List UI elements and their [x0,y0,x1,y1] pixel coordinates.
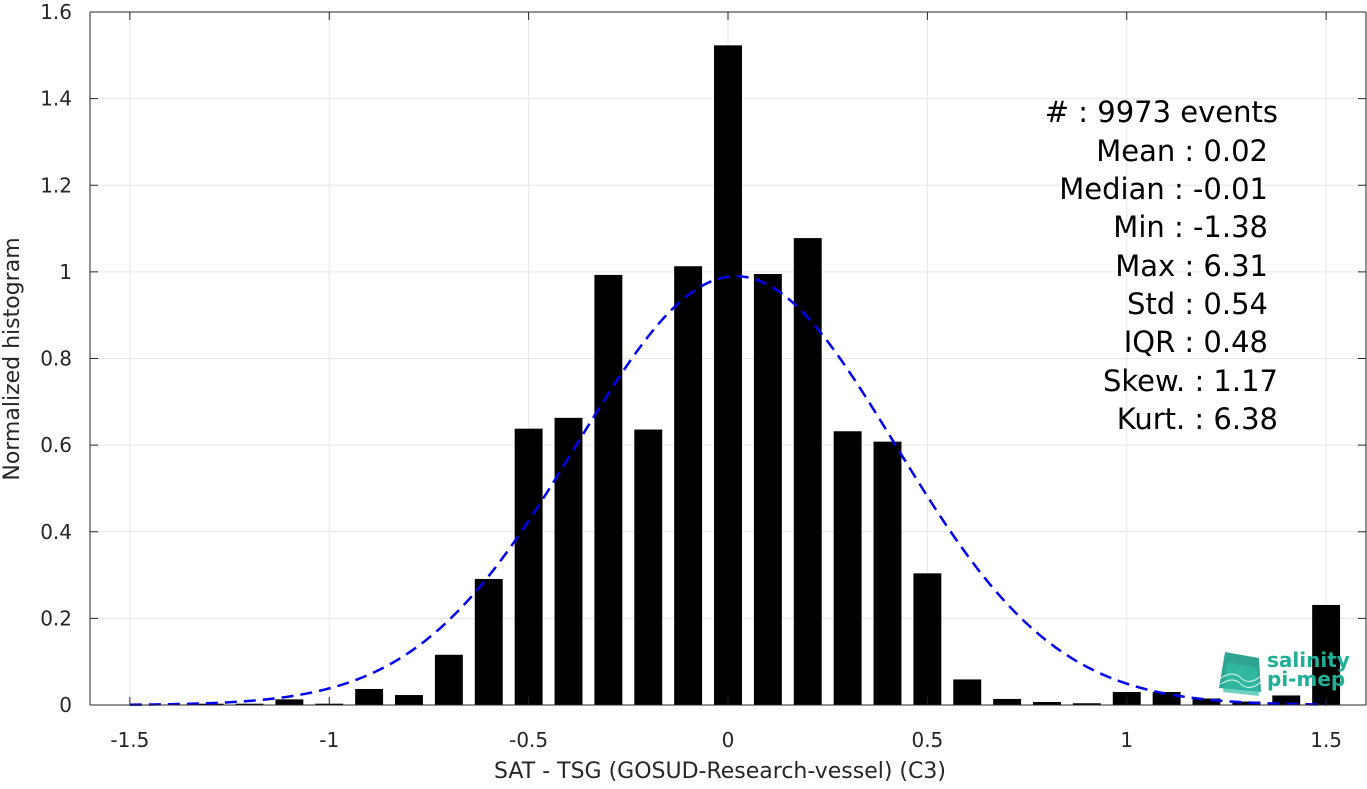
x-tick-label: 0.5 [911,728,943,752]
y-tick-label: 0 [59,693,72,717]
x-tick-label: 0 [722,728,735,752]
stats-line: Skew. : 1.17 [1103,364,1278,398]
logo-text-salinity: salinity [1267,648,1350,672]
x-tick-label: 1 [1120,728,1133,752]
histogram-bar [474,578,503,705]
stats-line: Min : -1.38 [1113,210,1268,244]
histogram-bar [275,699,304,705]
y-tick-label: 1.2 [40,173,72,197]
histogram-bar [753,274,782,705]
histogram-bar [833,431,862,705]
y-tick-label: 0.2 [40,606,72,630]
x-tick-label: -1 [319,728,339,752]
gaussian-fit-curve [129,274,1327,706]
y-axis-title: Normalized histogram [0,237,25,480]
stats-box: # : 9973 events Mean : 0.02 Median : -0.01… [1045,95,1278,436]
stats-line: Kurt. : 6.38 [1117,402,1278,436]
histogram-bar [395,695,423,705]
logo-icon [1219,652,1262,696]
axes [89,11,1367,706]
x-axis-title: SAT - TSG (GOSUD-Research-vessel) (C3) [494,759,946,784]
histogram-bar [634,429,663,705]
x-tick-label: 1.5 [1310,728,1342,752]
histogram-bar [793,238,822,705]
histogram-bar [1152,692,1181,705]
histogram-bar [355,688,384,705]
stats-line: Std : 0.54 [1127,287,1268,321]
histogram-bar [993,698,1022,705]
histogram-bar [913,573,942,705]
y-tick-label: 0.6 [40,433,72,457]
stats-line: Mean : 0.02 [1096,134,1268,168]
logo-text-pi-mep: pi-mep [1267,667,1345,691]
histogram-bars [195,45,1341,705]
fit-curve-layer [129,274,1327,706]
histogram-bar [1312,604,1341,705]
histogram-bar [1192,698,1221,705]
histogram-bar [514,428,543,705]
histogram-bar [434,654,463,705]
histogram-bar [1232,701,1261,705]
stats-line: Max : 6.31 [1115,249,1268,283]
histogram-bar [1072,703,1101,705]
histogram-bar [674,266,703,705]
x-tick-label: -1.5 [110,728,149,752]
stats-line: Median : -0.01 [1059,172,1268,206]
histogram-bar [714,45,742,705]
histogram-bar [554,417,583,705]
y-tick-label: 0.4 [40,520,72,544]
y-tick-label: 1.4 [40,87,72,111]
histogram-bar [953,679,982,705]
y-tick-label: 0.8 [40,347,72,371]
histogram-bar [594,274,623,705]
histogram-bar [873,441,902,705]
histogram-bar [235,703,264,705]
y-tick-label: 1.6 [40,0,72,24]
histogram-bar [1272,695,1301,705]
stats-line: IQR : 0.48 [1124,325,1268,359]
y-tick-label: 1 [59,260,72,284]
histogram-bar [1033,701,1061,705]
salinity-pi-mep-logo: salinity pi-mep [1219,648,1350,696]
x-tick-label: -0.5 [509,728,548,752]
stats-line: # : 9973 events [1045,95,1278,129]
tick-labels: -1.5 -1 -0.5 0 0.5 1 1.5 0 0.2 0.4 0.6 0.8 1 1.2 1.4 1.… [40,0,1342,752]
